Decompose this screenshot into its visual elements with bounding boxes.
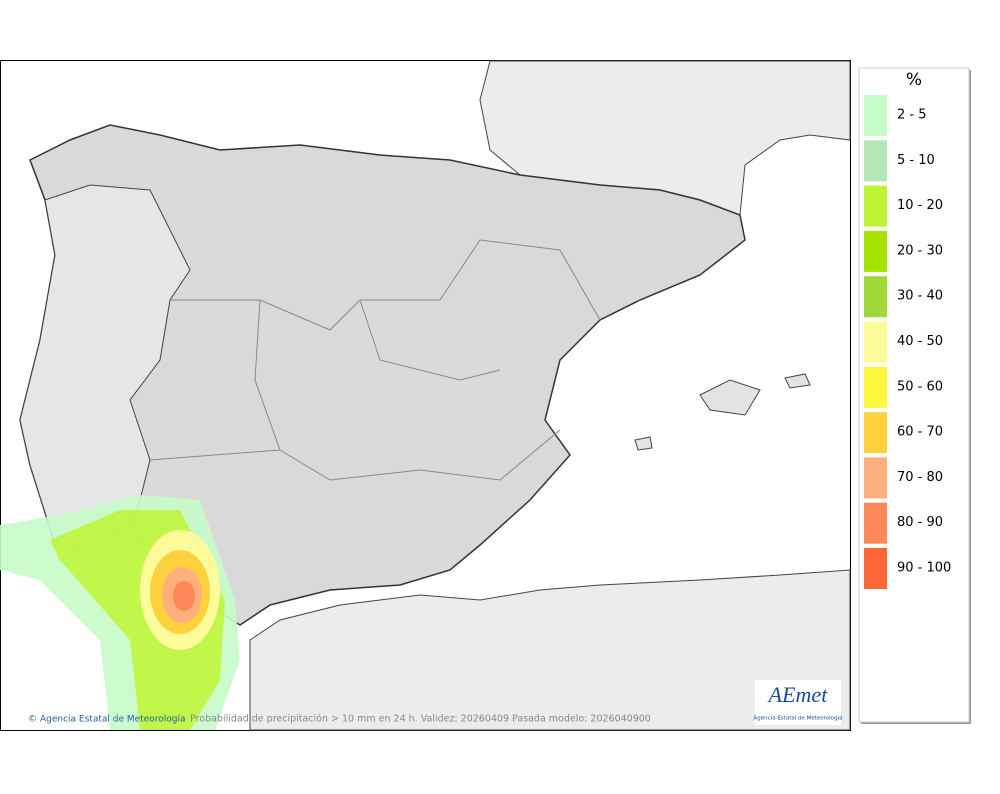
logo-box xyxy=(755,680,841,725)
africa xyxy=(249,569,851,731)
legend-swatch xyxy=(864,502,887,544)
regions xyxy=(149,239,601,481)
legend: % 2 - 5 5 - 10 10 - 20 20 - 30 30 - 40 40 - 5… xyxy=(858,67,971,724)
balearic-islands xyxy=(634,373,811,451)
legend-swatch xyxy=(864,185,887,227)
legend-swatch xyxy=(864,412,887,454)
map: © Agencia Estatal de Meteorología Probab… xyxy=(0,60,851,731)
legend-label: 40 - 50 xyxy=(897,334,943,349)
legend-swatch xyxy=(864,230,887,272)
legend-swatch xyxy=(864,457,887,499)
precipitation-field xyxy=(0,495,240,730)
legend-title: % xyxy=(906,70,922,90)
legend-label: 80 - 90 xyxy=(897,515,943,530)
logo-name: AEmet xyxy=(767,682,829,707)
legend-label: 2 - 5 xyxy=(897,108,927,123)
legend-swatch xyxy=(864,140,887,182)
legend-label: 5 - 10 xyxy=(897,153,935,168)
legend-swatch xyxy=(864,276,887,318)
legend-label: 30 - 40 xyxy=(897,289,943,304)
legend-label: 50 - 60 xyxy=(897,379,943,394)
logo: AEmet Agencia Estatal de Meteorología xyxy=(754,680,843,725)
logo-subtitle: Agencia Estatal de Meteorología xyxy=(754,715,843,722)
legend-label: 70 - 80 xyxy=(897,470,943,485)
legend-swatch xyxy=(864,95,887,136)
copyright-icon: © xyxy=(28,715,37,725)
legend-label: 60 - 70 xyxy=(897,425,943,440)
legend-swatch xyxy=(864,366,887,408)
legend-swatch xyxy=(864,548,887,589)
legend-label: 90 - 100 xyxy=(897,561,951,576)
credit: Agencia Estatal de Meteorología xyxy=(40,715,186,725)
caption: Probabilidad de precipitación > 10 mm en… xyxy=(190,714,651,725)
legend-swatch xyxy=(864,321,887,363)
legend-label: 20 - 30 xyxy=(897,243,943,258)
legend-label: 10 - 20 xyxy=(897,198,943,213)
